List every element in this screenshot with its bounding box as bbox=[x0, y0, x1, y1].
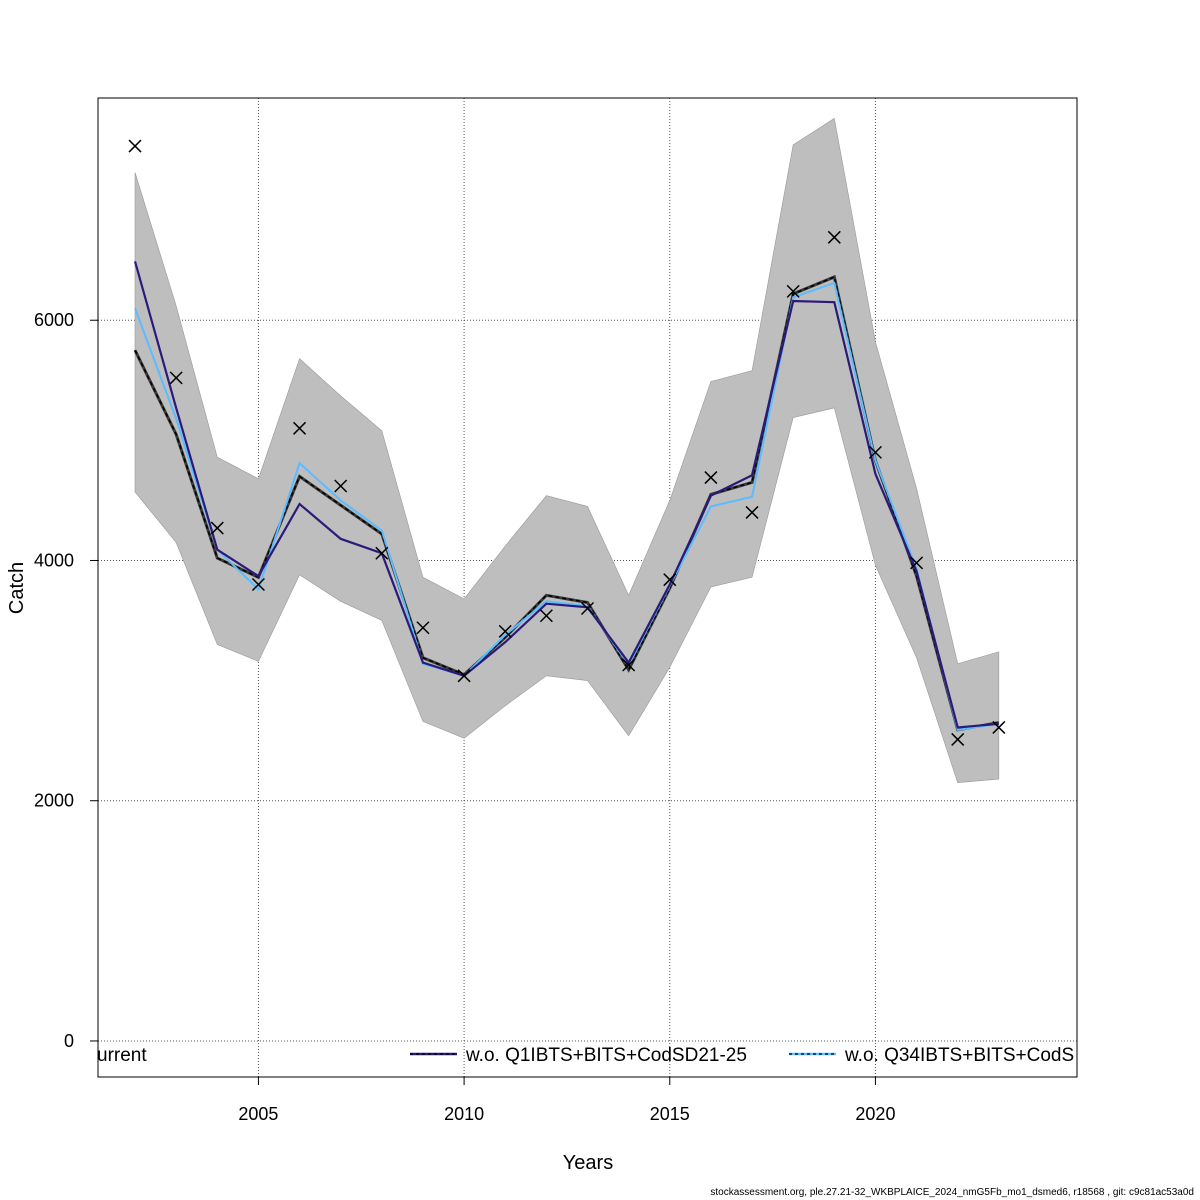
y-tick-label-0: 0 bbox=[64, 1031, 74, 1051]
confidence-band bbox=[134, 117, 1000, 784]
observation-point-2013 bbox=[580, 601, 595, 616]
y-tick-label-6000: 6000 bbox=[34, 310, 74, 330]
y-tick-label-2000: 2000 bbox=[34, 791, 74, 811]
observation-point-2002 bbox=[128, 139, 142, 153]
observation-point-2022 bbox=[951, 732, 965, 746]
x-tick-label-2010: 2010 bbox=[444, 1104, 484, 1124]
observation-point-2008 bbox=[375, 546, 389, 560]
observation-point-2020 bbox=[868, 445, 882, 459]
observation-point-2011 bbox=[498, 624, 512, 638]
x-axis-title: Years bbox=[563, 1152, 613, 1174]
observation-point-2019 bbox=[827, 230, 841, 244]
observation-point-2023 bbox=[992, 720, 1006, 734]
footer-credit: stockassessment.org, ple.27.21-32_WKBPLA… bbox=[710, 1187, 1194, 1198]
observation-markers bbox=[128, 139, 1006, 746]
observation-point-2007 bbox=[334, 479, 348, 493]
plot-frame bbox=[97, 97, 1078, 1078]
x-tick-label-2005: 2005 bbox=[238, 1104, 278, 1124]
observation-point-2006 bbox=[293, 421, 307, 435]
observation-point-2004 bbox=[210, 521, 224, 535]
y-axis: 0 2000 4000 6000 bbox=[34, 310, 98, 1051]
confidence-band-layer bbox=[134, 117, 1000, 784]
x-axis: 2005 2010 2015 2020 bbox=[238, 1077, 895, 1124]
x-tick-label-2020: 2020 bbox=[855, 1104, 895, 1124]
legend: urrent w.o. Q1IBTS+BITS+CodSD21-25 w.o. Q3… bbox=[97, 1045, 1074, 1066]
observation-point-2017 bbox=[745, 505, 759, 519]
observation-point-2014 bbox=[622, 658, 636, 672]
series-line-wo-q34ibts bbox=[134, 281, 999, 731]
y-axis-title: Catch bbox=[6, 562, 28, 614]
series-line-wo-q1ibts bbox=[133, 261, 999, 729]
observation-point-2003 bbox=[169, 371, 183, 385]
legend-label-current: urrent bbox=[97, 1045, 147, 1066]
observation-point-2009 bbox=[416, 621, 430, 635]
legend-label-wo-q1ibts: w.o. Q1IBTS+BITS+CodSD21-25 bbox=[465, 1045, 747, 1066]
observation-point-2012 bbox=[539, 609, 553, 623]
observation-point-2015 bbox=[663, 573, 677, 587]
y-tick-label-4000: 4000 bbox=[34, 550, 74, 570]
observation-point-2021 bbox=[910, 556, 924, 570]
observation-point-2005 bbox=[251, 577, 265, 592]
observation-point-2018 bbox=[786, 284, 800, 298]
observation-point-2010 bbox=[457, 669, 471, 683]
observation-point-2016 bbox=[704, 471, 718, 485]
legend-label-wo-q34ibts: w.o. Q34IBTS+BITS+CodS bbox=[844, 1045, 1074, 1066]
series-layer bbox=[133, 261, 1000, 732]
x-tick-label-2015: 2015 bbox=[650, 1104, 690, 1124]
